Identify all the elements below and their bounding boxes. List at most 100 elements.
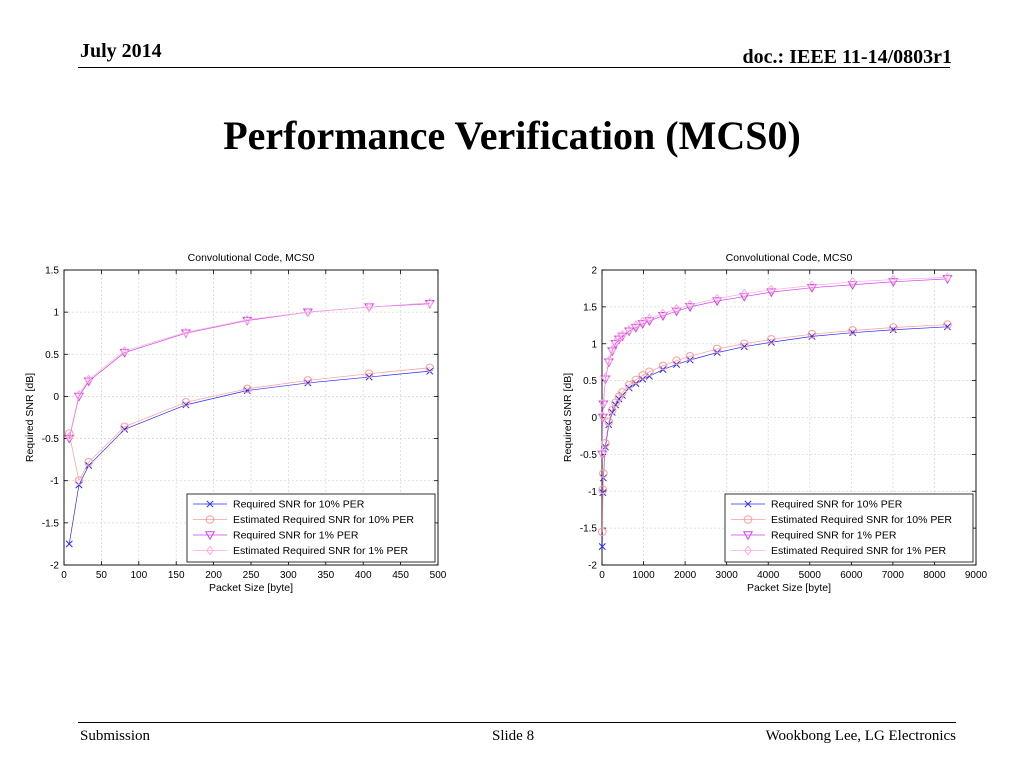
series-4 <box>65 297 434 442</box>
series-2-line <box>601 324 948 532</box>
data-point <box>658 361 668 371</box>
data-point <box>84 457 93 467</box>
legend-entry: Required SNR for 10% PER <box>233 499 365 511</box>
data-point <box>425 297 434 308</box>
x-tick-label: 500 <box>430 570 447 581</box>
legend-entry: Required SNR for 1% PER <box>233 530 359 542</box>
y-tick-label: -1 <box>50 476 59 487</box>
legend-entry: Estimated Required SNR for 1% PER <box>233 545 408 557</box>
data-point <box>598 543 606 551</box>
x-tick-label: 2000 <box>674 570 697 581</box>
x-tick-label: 100 <box>130 570 147 581</box>
data-point <box>943 272 952 283</box>
data-point <box>618 329 627 340</box>
chart-right: 0 1000 2000 3000 4000 5000 6000 7000 8000 9000 -2 -… <box>562 252 988 594</box>
series-4-line <box>601 277 948 453</box>
data-point <box>848 326 857 335</box>
data-point <box>766 288 777 298</box>
x-tick-label: 0 <box>61 570 67 581</box>
data-point <box>242 384 252 394</box>
data-point <box>767 335 776 344</box>
plot-border <box>63 269 439 566</box>
data-point <box>739 339 749 349</box>
y-axis-label: Required SNR [dB] <box>562 373 574 462</box>
data-point <box>364 369 374 378</box>
y-tick-label: 0 <box>591 413 597 424</box>
data-point <box>601 372 610 383</box>
x-tick-label: 450 <box>392 570 409 581</box>
data-point <box>657 312 669 321</box>
data-point <box>888 278 899 288</box>
legend-box <box>186 493 436 563</box>
header-doc-number: doc.: IEEE 11-14/0803r1 <box>742 46 952 68</box>
data-point <box>888 323 898 332</box>
data-point-stroke-b <box>625 384 633 392</box>
data-point <box>599 410 607 422</box>
slide-title: Performance Verification (MCS0) <box>223 113 801 158</box>
y-tick-label: -0.5 <box>580 450 598 461</box>
y-tick-label: 0.5 <box>583 376 597 387</box>
data-point <box>645 372 653 380</box>
data-point <box>599 397 608 408</box>
y-tick-label: -2 <box>50 561 59 572</box>
x-tick-label: 350 <box>317 570 334 581</box>
legend: Required SNR for 10% PER Estimated Requir… <box>724 493 974 563</box>
legend-marker-stroke-b <box>206 500 214 508</box>
x-tick-label: 200 <box>205 570 222 581</box>
header-rule <box>78 67 950 68</box>
legend-entry: Estimated Required SNR for 10% PER <box>771 514 952 526</box>
data-point <box>632 320 640 331</box>
y-tick-label: -1.5 <box>42 518 60 529</box>
series-2-line <box>68 367 430 482</box>
x-tick-label: 4000 <box>757 570 780 581</box>
data-point <box>806 284 818 293</box>
data-point <box>604 355 613 366</box>
data-point <box>767 284 776 295</box>
data-point <box>604 417 614 427</box>
y-tick-label: 2 <box>591 266 597 277</box>
y-tick-label: -0.5 <box>42 434 60 445</box>
data-point <box>645 367 654 377</box>
x-tick-label: 9000 <box>965 570 988 581</box>
data-point <box>243 314 252 325</box>
x-tick-label: 7000 <box>882 570 905 581</box>
data-point <box>599 469 608 478</box>
data-point-stroke-b <box>740 343 748 351</box>
chart-title: Convolutional Code, MCS0 <box>726 252 853 264</box>
x-tick-label: 0 <box>599 570 605 581</box>
data-point <box>615 332 623 343</box>
x-tick-label: 8000 <box>923 570 946 581</box>
legend-box <box>724 493 974 563</box>
x-tick-label: 5000 <box>799 570 822 581</box>
legend-entry: Estimated Required SNR for 10% PER <box>233 514 414 526</box>
x-tick-label: 300 <box>280 570 297 581</box>
data-point <box>597 527 607 537</box>
data-point <box>608 408 616 416</box>
data-point-stroke-b <box>767 338 775 346</box>
data-point <box>65 540 73 548</box>
data-point-stroke-b <box>182 401 190 409</box>
footer-author: Wookbong Lee, LG Electronics <box>765 728 956 744</box>
chart-title: Convolutional Code, MCS0 <box>188 252 315 264</box>
data-point <box>685 351 695 361</box>
legend-marker <box>743 515 753 524</box>
series-4-line <box>68 302 430 437</box>
legend-marker <box>206 500 214 508</box>
footer-slide-number: Slide 8 <box>492 728 535 744</box>
data-point <box>740 343 748 351</box>
data-point-stroke-b <box>943 323 952 331</box>
data-point-stroke-b <box>65 540 73 548</box>
data-point <box>598 447 607 458</box>
data-point <box>120 422 129 432</box>
data-point <box>608 344 617 355</box>
data-point <box>605 421 613 429</box>
x-tick-label: 1000 <box>632 570 655 581</box>
data-point <box>644 317 655 327</box>
data-point <box>631 375 641 385</box>
data-point-stroke-b <box>598 543 606 551</box>
data-point <box>671 307 682 317</box>
data-point <box>607 405 617 415</box>
y-tick-label: 1.5 <box>583 302 597 313</box>
footer-submission: Submission <box>80 728 151 744</box>
legend-marker <box>744 545 752 556</box>
